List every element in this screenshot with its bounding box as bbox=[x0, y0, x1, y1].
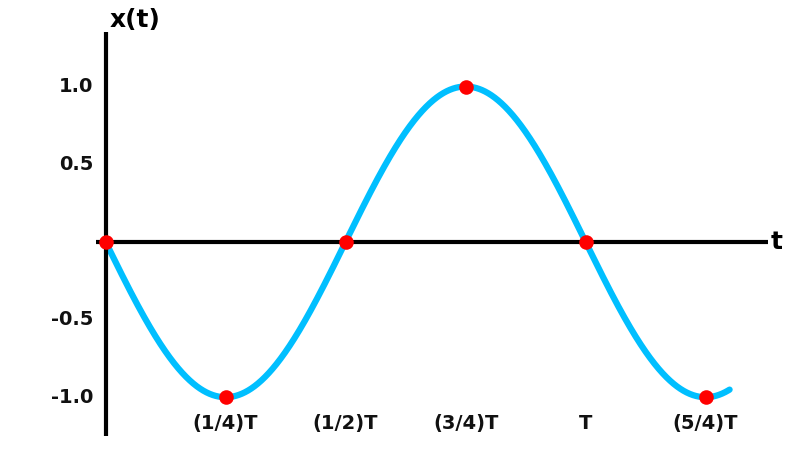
Point bbox=[219, 393, 232, 401]
Text: -0.5: -0.5 bbox=[51, 310, 94, 329]
Text: -1.0: -1.0 bbox=[51, 388, 94, 407]
Point bbox=[699, 393, 712, 401]
Text: x(t): x(t) bbox=[110, 8, 160, 32]
Point bbox=[459, 83, 472, 90]
Text: (1/4)T: (1/4)T bbox=[193, 414, 258, 433]
Text: (1/2)T: (1/2)T bbox=[313, 414, 378, 433]
Text: T: T bbox=[579, 414, 592, 433]
Point bbox=[579, 238, 592, 246]
Point bbox=[339, 238, 352, 246]
Text: (5/4)T: (5/4)T bbox=[673, 414, 738, 433]
Text: 1.0: 1.0 bbox=[59, 77, 94, 96]
Text: 0.5: 0.5 bbox=[59, 155, 94, 174]
Point bbox=[99, 238, 112, 246]
Text: t: t bbox=[770, 230, 782, 254]
Text: (3/4)T: (3/4)T bbox=[433, 414, 498, 433]
